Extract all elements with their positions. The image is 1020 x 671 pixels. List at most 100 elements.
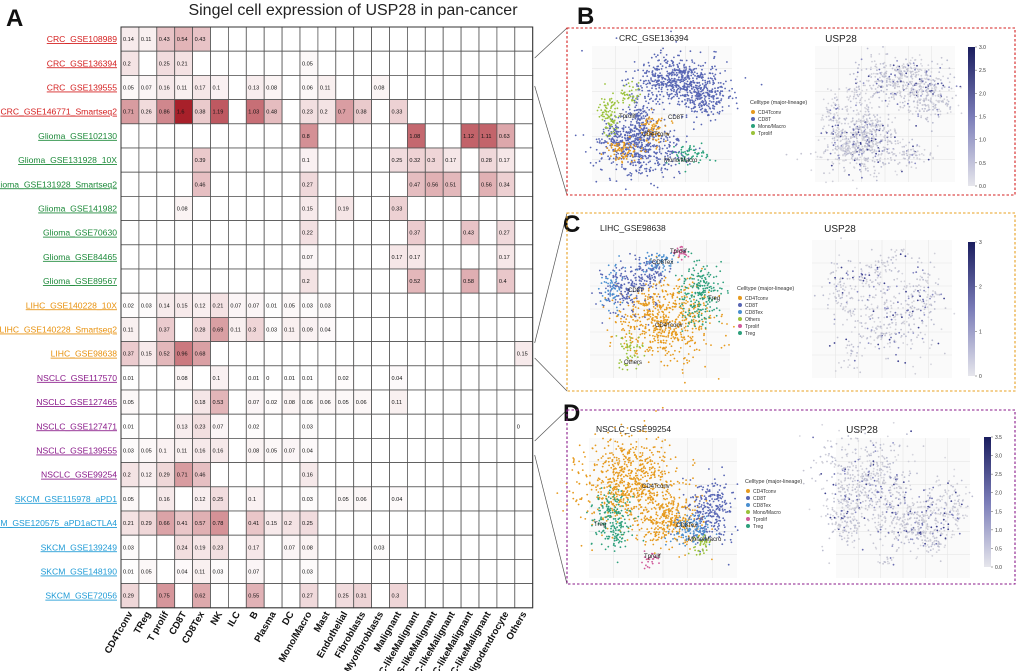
heatmap-cell bbox=[478, 50, 498, 76]
heatmap-cell bbox=[138, 413, 158, 439]
colorbar-tick-label: 3.0 bbox=[979, 45, 986, 51]
heatmap-cell-value: 0.24 bbox=[177, 545, 188, 551]
legend-swatch bbox=[738, 310, 742, 314]
heatmap-cell-value: 0.06 bbox=[356, 400, 367, 406]
heatmap-cell bbox=[335, 171, 355, 197]
heatmap-cell bbox=[156, 171, 176, 197]
heatmap-cell bbox=[335, 559, 355, 585]
heatmap-cell bbox=[496, 534, 516, 560]
legend-title: Celltype (major-lineage) bbox=[745, 479, 802, 485]
legend-swatch bbox=[751, 124, 755, 128]
heatmap-cell bbox=[317, 583, 337, 609]
heatmap-cell bbox=[317, 123, 337, 149]
heatmap-cell bbox=[335, 413, 355, 439]
heatmap-cell bbox=[227, 510, 247, 536]
heatmap-cell bbox=[478, 292, 498, 318]
heatmap-cell bbox=[281, 195, 301, 221]
heatmap-cell bbox=[389, 26, 408, 52]
heatmap-cell-value: 0.01 bbox=[123, 376, 134, 382]
colorbar-tick-label: 2.0 bbox=[995, 491, 1002, 497]
heatmap-row-label: LIHC_GSE140228_10X bbox=[26, 300, 118, 310]
heatmap-cell bbox=[120, 220, 140, 246]
heatmap-cell bbox=[371, 510, 390, 536]
heatmap-cell bbox=[335, 437, 355, 463]
heatmap-cell-value: 0.07 bbox=[302, 255, 313, 261]
heatmap-cell bbox=[263, 462, 283, 488]
heatmap-cell bbox=[460, 510, 480, 536]
heatmap-cell bbox=[478, 389, 498, 415]
heatmap-cell-value: 0.4 bbox=[499, 279, 507, 285]
heatmap-cell-value: 0.25 bbox=[338, 594, 349, 600]
heatmap-cell bbox=[138, 534, 158, 560]
panel-label-a: A bbox=[6, 5, 23, 32]
heatmap-cell bbox=[514, 244, 534, 270]
heatmap-row-label: CRC_GSE136394 bbox=[47, 58, 117, 68]
heatmap-cell bbox=[120, 268, 140, 294]
heatmap-cell bbox=[389, 437, 408, 463]
cluster-label: Tprolif bbox=[619, 114, 636, 120]
heatmap-cell bbox=[460, 195, 480, 221]
heatmap-cell-value: 0.11 bbox=[195, 570, 205, 576]
heatmap-cell bbox=[138, 583, 158, 609]
heatmap-cell bbox=[496, 437, 516, 463]
heatmap-cell-value: 0.12 bbox=[141, 473, 152, 479]
heatmap-cell-value: 0.58 bbox=[463, 279, 474, 285]
heatmap-cell-value: 0.37 bbox=[123, 352, 134, 358]
heatmap-row-label: Glioma_GSE84465 bbox=[43, 252, 117, 262]
heatmap-cell bbox=[353, 26, 373, 52]
colorbar-tick-label: 2.5 bbox=[979, 68, 986, 74]
heatmap-cell-value: 1.19 bbox=[213, 110, 224, 116]
heatmap-cell-value: 0.27 bbox=[302, 182, 313, 188]
heatmap-cell-value: 0.04 bbox=[177, 570, 188, 576]
callout-line bbox=[534, 27, 568, 59]
legend-item-label: Mono/Macro bbox=[753, 510, 781, 516]
heatmap-cell bbox=[478, 510, 498, 536]
heatmap-cell bbox=[389, 559, 408, 585]
heatmap-cell-value: 0.03 bbox=[374, 545, 385, 551]
colorbar-tick-label: 0.0 bbox=[995, 565, 1002, 571]
heatmap-cell-value: 0.41 bbox=[177, 521, 188, 527]
heatmap-cell-value: 0.31 bbox=[356, 594, 367, 600]
heatmap-row-label: LIHC_GSE98638 bbox=[51, 349, 118, 359]
heatmap-cell-value: 0.02 bbox=[338, 376, 349, 382]
colorbar-tick-label: 1.5 bbox=[995, 509, 1002, 515]
heatmap-cell bbox=[281, 559, 301, 585]
heatmap-cell-value: 0.37 bbox=[409, 231, 420, 237]
heatmap-cell-value: 0.07 bbox=[248, 570, 259, 576]
heatmap-row-labels: CRC_GSE108989 CRC_GSE136394 CRC_GSE139555 C… bbox=[0, 34, 117, 601]
heatmap-cell-value: 0.2 bbox=[123, 473, 131, 479]
umap-c-title: LIHC_GSE98638 bbox=[600, 223, 666, 233]
heatmap-cell bbox=[514, 510, 534, 536]
heatmap-cell bbox=[406, 559, 426, 585]
heatmap-cell bbox=[227, 50, 247, 76]
heatmap-cell-value: 0.43 bbox=[463, 231, 474, 237]
heatmap-cell bbox=[299, 26, 319, 52]
heatmap-cell-value: 0.16 bbox=[213, 449, 224, 455]
heatmap-column-label: NK bbox=[209, 610, 225, 628]
heatmap-cell bbox=[263, 268, 283, 294]
heatmap-cell-value: 0.52 bbox=[159, 352, 170, 358]
heatmap-cell bbox=[245, 171, 265, 197]
heatmap-cell-value: 0.17 bbox=[499, 158, 510, 164]
heatmap-cell-value: 0.43 bbox=[159, 37, 170, 43]
heatmap-cell bbox=[120, 123, 140, 149]
heatmap-cell bbox=[371, 486, 390, 512]
heatmap-cell bbox=[424, 365, 444, 391]
heatmap-cell-value: 0.15 bbox=[177, 303, 188, 309]
heatmap-cell-value: 0.3 bbox=[248, 328, 256, 334]
heatmap-cell bbox=[514, 99, 534, 125]
heatmap-cell bbox=[371, 559, 390, 585]
heatmap-cell bbox=[192, 50, 211, 76]
heatmap-cell bbox=[138, 316, 158, 342]
heatmap-cell bbox=[478, 268, 498, 294]
heatmap-cell bbox=[174, 123, 193, 149]
heatmap-cell bbox=[335, 147, 355, 173]
heatmap-cell-value: 0.17 bbox=[409, 255, 420, 261]
heatmap-cell bbox=[514, 123, 534, 149]
heatmap-cell bbox=[514, 171, 534, 197]
heatmap-cell bbox=[227, 99, 247, 125]
panel-b-frame bbox=[566, 27, 1016, 196]
heatmap-cell bbox=[227, 220, 247, 246]
colorbar-tick-label: 2.0 bbox=[979, 91, 986, 97]
heatmap-cell-value: 0.03 bbox=[302, 424, 313, 430]
